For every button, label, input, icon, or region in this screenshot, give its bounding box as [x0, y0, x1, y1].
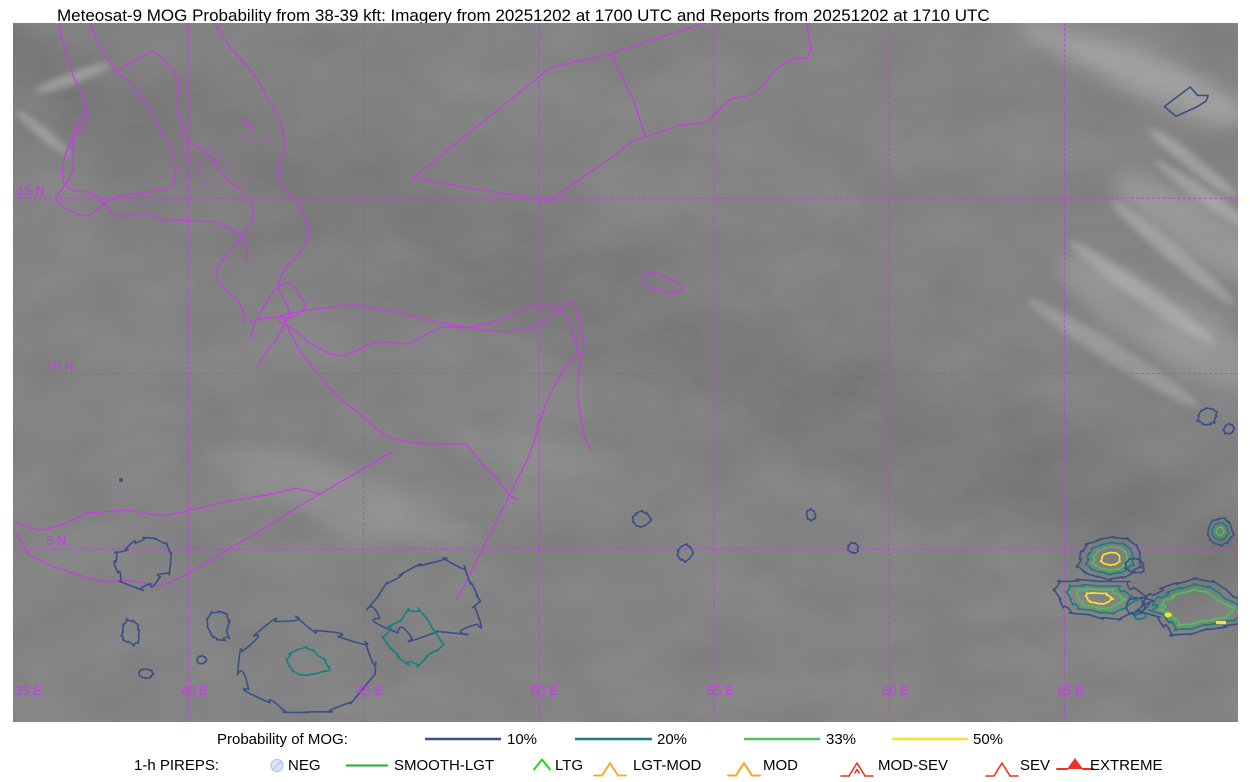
- svg-text:65 E: 65 E: [1057, 683, 1084, 698]
- svg-text:Probability of MOG:: Probability of MOG:: [217, 731, 348, 748]
- svg-text:10%: 10%: [507, 731, 537, 748]
- svg-text:33%: 33%: [826, 731, 856, 748]
- svg-text:35 E: 35 E: [15, 683, 42, 698]
- svg-text:NEG: NEG: [288, 757, 321, 774]
- svg-text:1-h PIREPS:: 1-h PIREPS:: [134, 757, 219, 774]
- svg-text:55 E: 55 E: [707, 683, 734, 698]
- svg-text:SMOOTH-LGT: SMOOTH-LGT: [394, 757, 494, 774]
- svg-text:SEV: SEV: [1020, 757, 1050, 774]
- svg-text:MOD-SEV: MOD-SEV: [878, 757, 948, 774]
- svg-text:50 E: 50 E: [531, 683, 558, 698]
- svg-text:5 N: 5 N: [46, 533, 66, 548]
- svg-text:20%: 20%: [657, 731, 687, 748]
- svg-text:40 E: 40 E: [181, 683, 208, 698]
- svg-text:15 N: 15 N: [17, 183, 44, 198]
- svg-text:LTG: LTG: [555, 757, 583, 774]
- svg-text:10 N: 10 N: [46, 358, 73, 373]
- svg-text:60 E: 60 E: [882, 683, 909, 698]
- svg-text:EXTREME: EXTREME: [1090, 757, 1163, 774]
- svg-text:MOD: MOD: [763, 757, 798, 774]
- svg-text:45 E: 45 E: [356, 683, 383, 698]
- svg-text:50%: 50%: [973, 731, 1003, 748]
- svg-text:LGT-MOD: LGT-MOD: [633, 757, 702, 774]
